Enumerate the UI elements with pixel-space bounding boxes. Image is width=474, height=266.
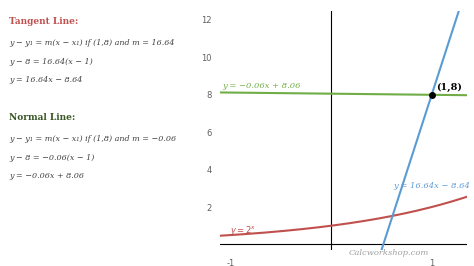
Text: y = −0.06x + 8.06: y = −0.06x + 8.06 xyxy=(9,172,84,180)
Text: y = −0.06x + 8.06: y = −0.06x + 8.06 xyxy=(222,82,301,90)
Text: y − 8 = 16.64(x − 1): y − 8 = 16.64(x − 1) xyxy=(9,58,92,66)
Text: Normal Line:: Normal Line: xyxy=(9,113,75,122)
Text: Tangent Line:: Tangent Line: xyxy=(9,17,78,26)
Text: y = 16.64x − 8.64: y = 16.64x − 8.64 xyxy=(393,182,470,190)
Text: (1,8): (1,8) xyxy=(436,83,462,92)
Text: y − y₁ = m(x − x₁) if (1,8) and m = −0.06: y − y₁ = m(x − x₁) if (1,8) and m = −0.0… xyxy=(9,135,176,143)
Text: y − 8 = −0.06(x − 1): y − 8 = −0.06(x − 1) xyxy=(9,153,94,162)
Text: y = 16.64x − 8.64: y = 16.64x − 8.64 xyxy=(9,76,82,85)
Text: Calcworkshop.com: Calcworkshop.com xyxy=(348,249,429,257)
Text: y − y₁ = m(x − x₁) if (1,8) and m = 16.64: y − y₁ = m(x − x₁) if (1,8) and m = 16.6… xyxy=(9,39,174,47)
Text: $y = 2^{x}$: $y = 2^{x}$ xyxy=(230,224,257,237)
